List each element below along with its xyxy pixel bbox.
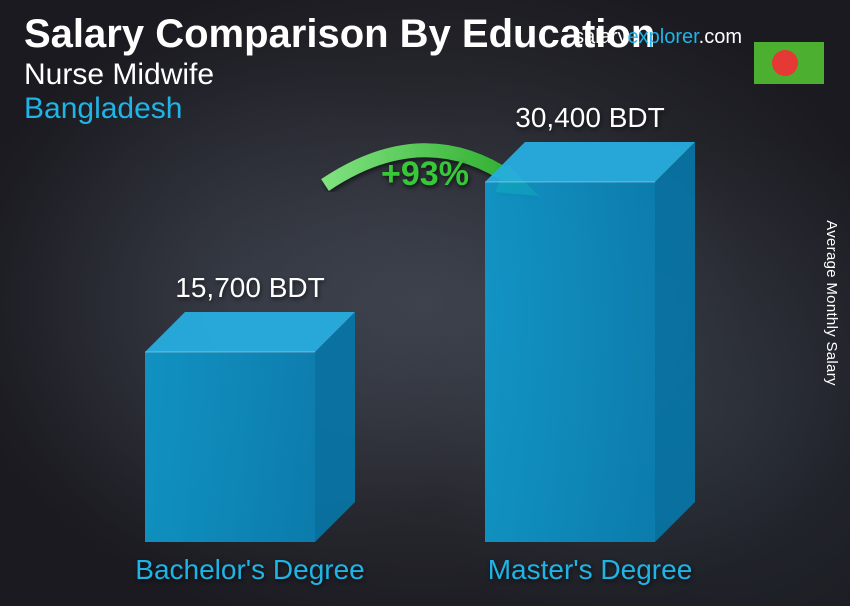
brand-part3: .com [699,26,742,48]
brand-part2: explorer [628,26,699,48]
subtitle: Nurse Midwife [24,58,655,92]
y-axis-label: Average Monthly Salary [823,220,840,386]
bar-3d [485,142,695,542]
infographic-canvas: Salary Comparison By Education Nurse Mid… [0,0,850,606]
bar-category-label: Master's Degree [488,554,693,586]
bar-group-masters: 30,400 BDT Master's Degree [450,102,730,586]
brand-logo: salaryexplorer.com [574,26,742,49]
bar-category-label: Bachelor's Degree [135,554,364,586]
bar-value-label: 15,700 BDT [175,272,324,304]
brand-part1: salary [574,26,627,48]
page-title: Salary Comparison By Education [24,12,655,56]
bar-group-bachelors: 15,700 BDT Bachelor's Degree [110,272,390,586]
flag-icon [754,42,824,84]
bar-value-label: 30,400 BDT [515,102,664,134]
bar-chart: 15,700 BDT Bachelor's Degree 30,400 BDT … [70,150,770,586]
bar-3d [145,312,355,542]
